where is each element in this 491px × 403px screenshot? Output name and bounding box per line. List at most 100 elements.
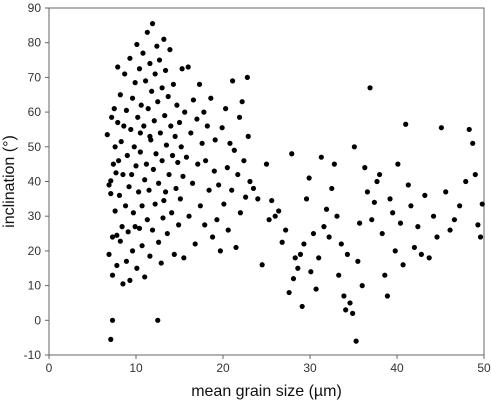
data-point [120,281,126,287]
data-point [310,230,317,237]
data-point [109,234,116,240]
data-point [167,47,173,53]
data-point [443,189,449,195]
data-point [326,234,332,240]
x-tick-label: 0 [46,361,53,375]
data-point [229,187,235,193]
data-point [142,274,148,280]
data-point [188,130,194,136]
data-point [123,107,130,113]
data-point [112,208,118,214]
data-point [110,161,116,167]
data-point [109,272,116,278]
data-point [112,144,118,150]
data-point [190,97,197,103]
data-point [451,217,458,223]
data-point [149,227,156,233]
data-point [134,41,140,48]
data-point [121,123,127,129]
data-point [134,265,140,271]
data-point [377,171,383,178]
data-point [201,109,207,115]
data-point [194,116,200,122]
data-point [229,78,236,84]
data-point [411,244,417,251]
data-point [255,196,261,202]
data-point [114,232,120,238]
data-point [141,123,147,129]
data-point [397,220,404,226]
data-point [318,154,324,160]
data-point [224,165,230,171]
data-point [196,81,203,87]
data-point [290,276,297,282]
data-point [136,225,143,231]
data-point [217,248,223,254]
data-point [182,109,188,115]
data-point [172,133,178,139]
data-point [144,217,150,223]
data-point [475,222,481,228]
data-point [178,144,184,150]
data-point [434,234,440,240]
data-point [212,137,218,143]
data-point [197,203,203,209]
data-point [219,125,225,131]
data-point [154,43,160,49]
data-point [140,50,146,56]
data-point [259,262,265,268]
data-point [183,154,190,160]
data-point [144,29,150,35]
data-point [209,234,216,240]
data-point [306,175,312,181]
data-point [127,55,133,61]
data-point [369,217,375,223]
data-point [158,260,164,266]
data-point [132,224,138,230]
data-point [347,300,353,306]
data-point [157,130,163,136]
y-tick-label: 0 [34,313,41,327]
data-point [472,171,478,178]
data-point [195,161,201,167]
data-point [129,248,136,254]
data-point [114,262,120,269]
data-point [168,123,174,129]
data-point [174,102,180,108]
data-point [371,199,377,205]
data-point [169,152,176,159]
data-point [122,203,129,209]
data-point [108,178,114,184]
data-point [152,71,158,77]
plot-frame [48,7,485,356]
y-tick-label: 40 [28,175,42,189]
data-point [359,283,365,289]
data-point [156,180,162,186]
data-point [405,182,411,188]
data-point [162,112,168,119]
data-point [199,140,205,146]
data-point [227,140,233,146]
data-point [149,88,155,94]
data-point [159,158,165,164]
data-point [135,114,141,120]
data-point [321,224,327,230]
data-point [133,163,139,169]
y-tick-label: 50 [28,140,42,154]
data-point [108,191,114,197]
data-point [289,151,295,157]
data-point [221,201,227,207]
data-point [131,144,137,150]
data-point [185,64,191,70]
data-point [208,95,214,101]
x-tick-label: 40 [390,361,404,375]
data-point [206,187,212,193]
data-point [111,106,117,112]
data-point [387,196,393,202]
data-point [156,239,162,245]
data-point [223,106,229,112]
data-point [147,60,153,67]
data-point [176,119,183,126]
data-point [343,307,349,313]
